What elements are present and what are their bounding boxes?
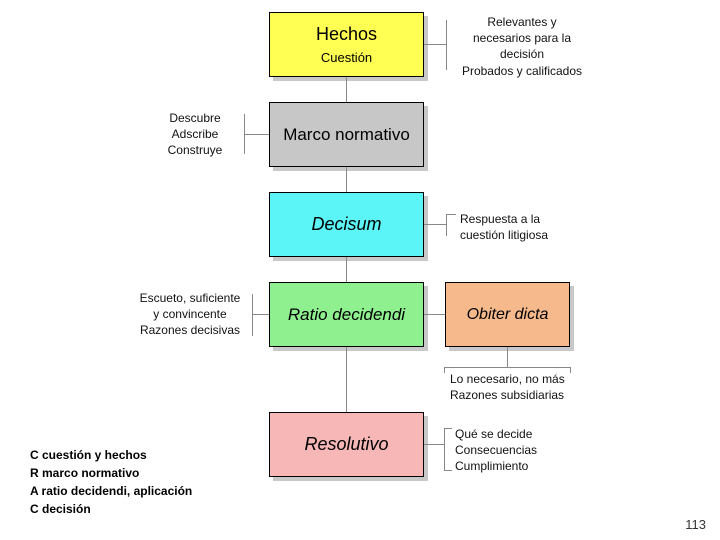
box-resolutivo-title: Resolutivo [304, 433, 388, 456]
conn-hechos-marco [346, 77, 347, 102]
annot-resolutivo-right: Qué se decide Consecuencias Cumplimiento [455, 426, 595, 475]
legend-line-1: C cuestión y hechos [30, 446, 192, 464]
legend-line-2: R marco normativo [30, 464, 192, 482]
conn-hechos-annot-v [446, 20, 447, 70]
conn-decisum-ratio [346, 257, 347, 282]
conn-decisum-annot [424, 224, 446, 225]
box-resolutivo: Resolutivo [269, 412, 424, 477]
box-marco: Marco normativo [269, 102, 424, 167]
legend: C cuestión y hechos R marco normativo A … [30, 446, 192, 518]
box-marco-title: Marco normativo [283, 124, 410, 145]
box-hechos: Hechos Cuestión [269, 12, 424, 77]
box-ratio: Ratio decidendi [269, 282, 424, 347]
box-ratio-title: Ratio decidendi [288, 304, 405, 325]
conn-decisum-annot-v [446, 214, 447, 236]
conn-resolutivo-annot-b [444, 470, 452, 471]
conn-marco-annot-v [244, 114, 245, 154]
conn-marco-decisum [346, 167, 347, 192]
conn-resolutivo-annot-v [444, 428, 445, 470]
box-obiter-title: Obiter dicta [467, 305, 549, 325]
conn-obiter-annot-r [570, 367, 571, 373]
legend-line-3: A ratio decidendi, aplicación [30, 482, 192, 500]
conn-obiter-annot-v [507, 347, 508, 367]
conn-ratio-annot [252, 314, 269, 315]
box-obiter: Obiter dicta [445, 282, 570, 347]
box-hechos-sub: Cuestión [321, 50, 372, 66]
box-hechos-title: Hechos [316, 23, 377, 46]
annot-obiter-below: Lo necesario, no más Razones subsidiaria… [450, 371, 610, 403]
annot-hechos-right: Relevantes y necesarios para la decisión… [452, 14, 592, 79]
annot-decisum-right: Respuesta a la cuestión litigiosa [460, 211, 590, 243]
conn-obiter-annot-l [444, 367, 445, 373]
conn-ratio-annot-v [252, 294, 253, 336]
conn-hechos-annot [424, 44, 446, 45]
box-decisum: Decisum [269, 192, 424, 257]
box-decisum-title: Decisum [311, 213, 381, 236]
conn-ratio-obiter [424, 314, 445, 315]
conn-marco-annot [244, 134, 269, 135]
conn-obiter-annot-h [444, 367, 570, 368]
annot-marco-left: Descubre Adscribe Construye [150, 110, 240, 159]
conn-decisum-annot2 [446, 214, 456, 215]
legend-line-4: C decisión [30, 500, 192, 518]
annot-ratio-left: Escueto, suficiente y convincente Razone… [130, 290, 250, 339]
page-number: 113 [685, 517, 706, 532]
conn-resolutivo-annot [424, 444, 444, 445]
conn-ratio-resolutivo [346, 347, 347, 412]
conn-resolutivo-annot-t [444, 428, 452, 429]
